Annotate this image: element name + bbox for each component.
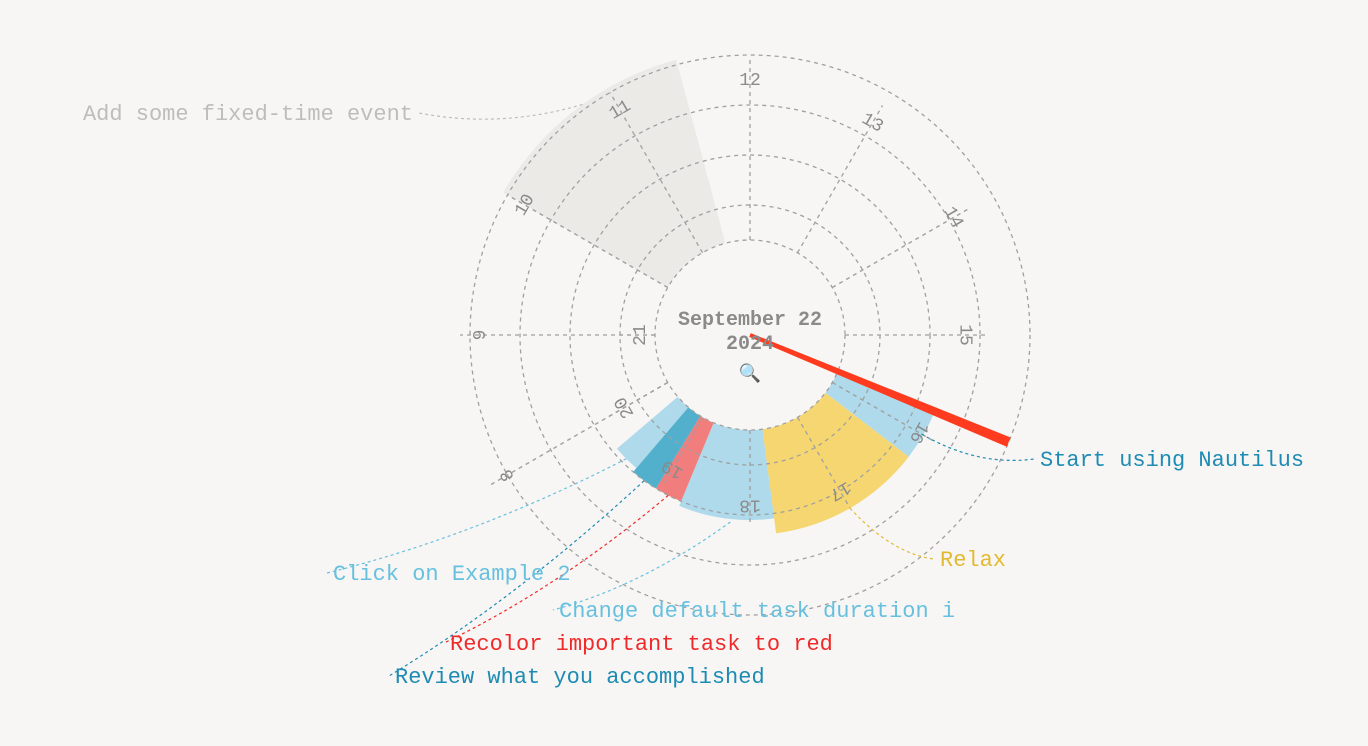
label-change-duration[interactable]: Change default task duration i bbox=[559, 599, 955, 624]
hour-label-20: 20 bbox=[611, 393, 639, 422]
search-icon[interactable]: 🔍 bbox=[739, 361, 761, 385]
leader-change-duration bbox=[553, 522, 730, 610]
center-date-line1: September 22 bbox=[678, 309, 822, 332]
hour-label-12: 12 bbox=[739, 71, 761, 91]
label-click-example[interactable]: Click on Example 2 bbox=[333, 562, 571, 587]
label-review-accomplished[interactable]: Review what you accomplished bbox=[395, 665, 765, 690]
hour-label-18: 18 bbox=[739, 494, 761, 514]
wedge-fixed-event[interactable] bbox=[503, 60, 725, 288]
hour-label-21: 21 bbox=[631, 324, 651, 346]
hour-label-9: 9 bbox=[471, 330, 491, 341]
label-add-fixed[interactable]: Add some fixed-time event bbox=[83, 102, 413, 127]
label-recolor-red[interactable]: Recolor important task to red bbox=[450, 632, 833, 657]
label-relax[interactable]: Relax bbox=[940, 548, 1006, 573]
center-date-line2: 2024 bbox=[726, 333, 774, 356]
hour-label-14: 14 bbox=[939, 204, 967, 233]
hour-label-8: 8 bbox=[497, 465, 520, 484]
leader-add-fixed bbox=[419, 104, 582, 119]
leader-click-example bbox=[327, 459, 626, 573]
hour-label-13: 13 bbox=[858, 109, 887, 137]
label-start-nautilus[interactable]: Start using Nautilus bbox=[1040, 448, 1304, 473]
hour-label-15: 15 bbox=[954, 324, 974, 346]
leader-start-nautilus bbox=[921, 434, 1034, 460]
